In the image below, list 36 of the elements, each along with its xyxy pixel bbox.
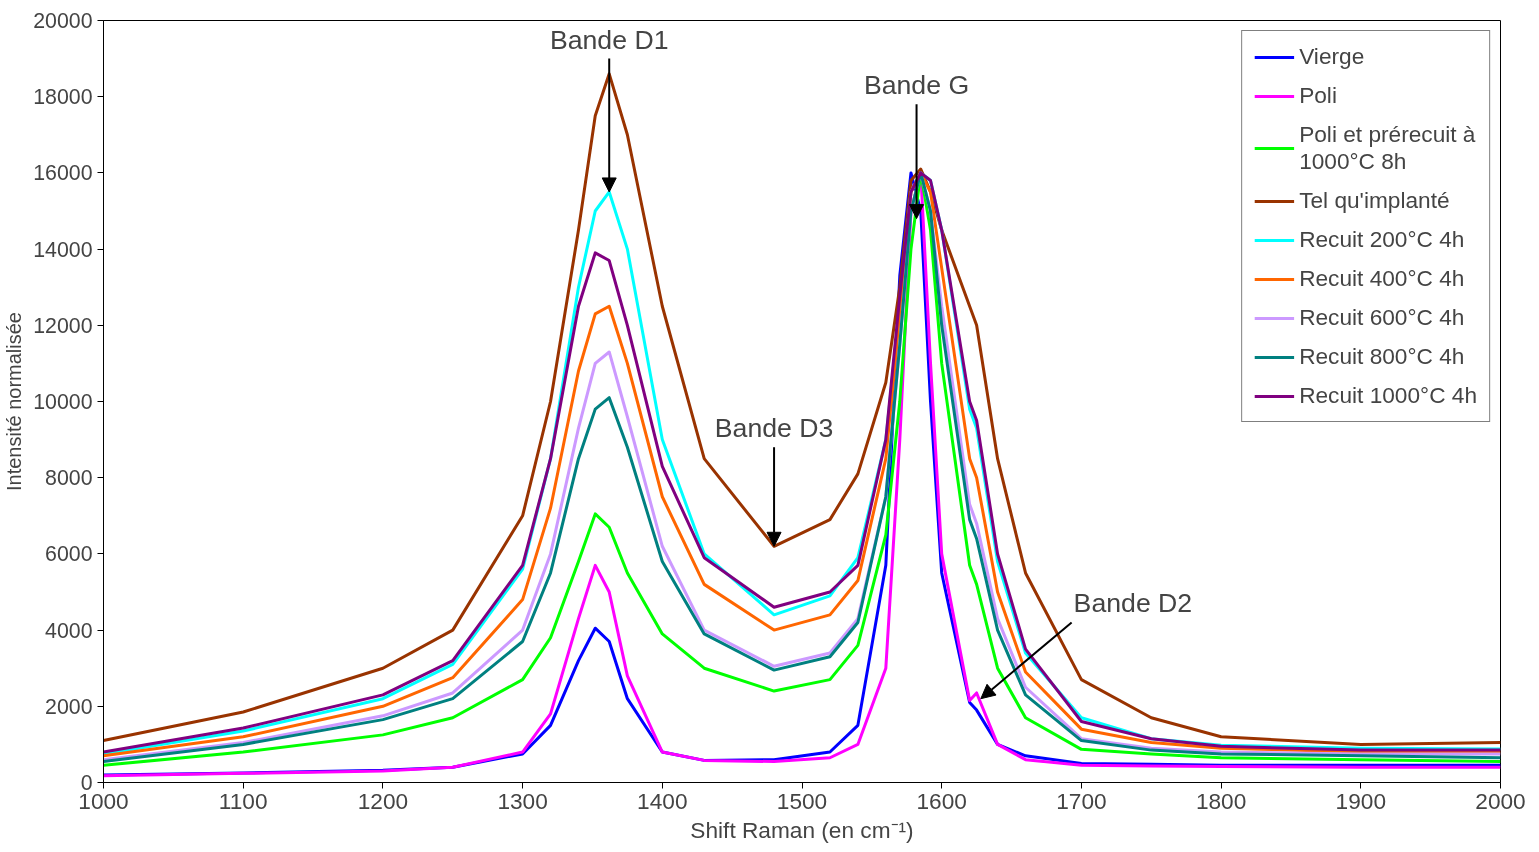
y-tick-label: 12000 (33, 313, 93, 338)
y-axis-title: Intensité normalisée (3, 312, 26, 491)
x-tick-label: 1700 (1056, 787, 1107, 814)
y-tick-label: 18000 (33, 85, 93, 110)
y-tick-label: 14000 (33, 237, 93, 262)
legend-label: Poli (1299, 82, 1337, 109)
legend-label: Recuit 800°C 4h (1299, 343, 1465, 370)
x-tick-label: 1500 (776, 787, 828, 814)
x-tick-label: 1600 (916, 787, 967, 814)
legend-label: Recuit 400°C 4h (1299, 265, 1465, 292)
x-tick-label: 1200 (357, 787, 409, 814)
x-tick-label: 2000 (1475, 787, 1526, 814)
legend-label: Poli et prérecuit à 1000°C 8h (1299, 121, 1476, 175)
x-tick-label: 1800 (1195, 787, 1247, 814)
y-tick-label: 6000 (45, 542, 93, 567)
x-tick-label: 1100 (218, 787, 268, 814)
line-series (103, 72, 1501, 746)
legend-label: Tel qu'implanté (1299, 187, 1450, 214)
x-tick-label: 1300 (497, 787, 548, 814)
y-tick-label: 10000 (33, 390, 93, 414)
annotation: Bande D3 (714, 413, 834, 444)
y-tick-label: 2000 (45, 694, 93, 719)
y-tick-label: 4000 (45, 618, 93, 643)
annotation: Bande G (863, 70, 970, 101)
legend-label: Recuit 1000°C 4h (1299, 382, 1477, 409)
y-tick-label: 8000 (45, 466, 93, 491)
legend-label: Recuit 200°C 4h (1299, 226, 1465, 253)
annotation: Bande D1 (549, 24, 669, 55)
x-tick-label: 1400 (637, 787, 688, 814)
x-axis-title: Shift Raman (en cm⁻¹) (690, 816, 914, 843)
legend-label: Recuit 600°C 4h (1299, 304, 1465, 331)
legend-label: Vierge (1299, 43, 1365, 70)
annotation: Bande D2 (1073, 588, 1193, 619)
y-tick-label: 20000 (33, 9, 93, 33)
y-tick-label: 16000 (33, 161, 93, 186)
x-tick-label: 1900 (1335, 787, 1387, 814)
